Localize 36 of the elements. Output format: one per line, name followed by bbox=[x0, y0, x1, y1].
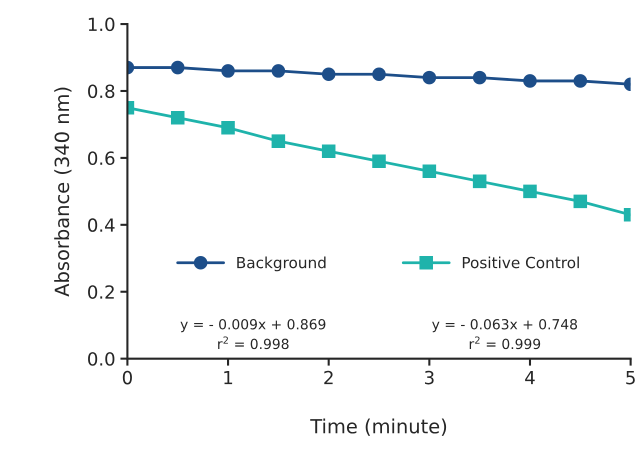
y-tick-label: 0.6 bbox=[88, 151, 114, 166]
x-tick-label: 5 bbox=[626, 371, 635, 384]
point bbox=[170, 60, 184, 74]
x-tick-label: 4 bbox=[525, 371, 535, 384]
x-tick-label: 0 bbox=[122, 370, 132, 384]
point bbox=[574, 194, 588, 208]
x-tick-label: 3 bbox=[424, 370, 434, 384]
point bbox=[221, 64, 235, 78]
y-tick-label: 0.0 bbox=[88, 352, 114, 366]
legend-label: Positive Control bbox=[462, 256, 579, 268]
point bbox=[472, 174, 486, 188]
point bbox=[322, 67, 336, 82]
point bbox=[523, 184, 537, 198]
point bbox=[574, 74, 588, 88]
point bbox=[422, 164, 436, 178]
annotation: y = - 0.009x + 0.869 r$^{2}$ = 0.998 bbox=[180, 319, 326, 350]
point bbox=[372, 67, 386, 82]
point bbox=[272, 64, 286, 78]
point bbox=[272, 134, 286, 148]
x-axis-title: Time (minute) bbox=[310, 418, 446, 436]
y-tick-label: 1.0 bbox=[88, 18, 114, 32]
point bbox=[170, 110, 184, 125]
y-tick-label: 0.4 bbox=[88, 218, 115, 232]
annotation: y = - 0.063x + 0.748 r$^{2}$ = 0.999 bbox=[432, 319, 578, 350]
point bbox=[221, 121, 235, 135]
point bbox=[372, 154, 386, 168]
point bbox=[322, 144, 336, 158]
x-tick-label: 1 bbox=[224, 371, 232, 384]
legend-label: Background bbox=[237, 256, 326, 272]
x-tick-label: 2 bbox=[324, 370, 333, 384]
point bbox=[472, 70, 486, 84]
y-tick-label: 0.8 bbox=[88, 84, 114, 98]
point bbox=[523, 74, 537, 88]
y-tick-label: 0.2 bbox=[88, 285, 114, 299]
y-axis-title: Absorbance (340 nm) bbox=[54, 88, 72, 297]
point bbox=[422, 70, 436, 84]
